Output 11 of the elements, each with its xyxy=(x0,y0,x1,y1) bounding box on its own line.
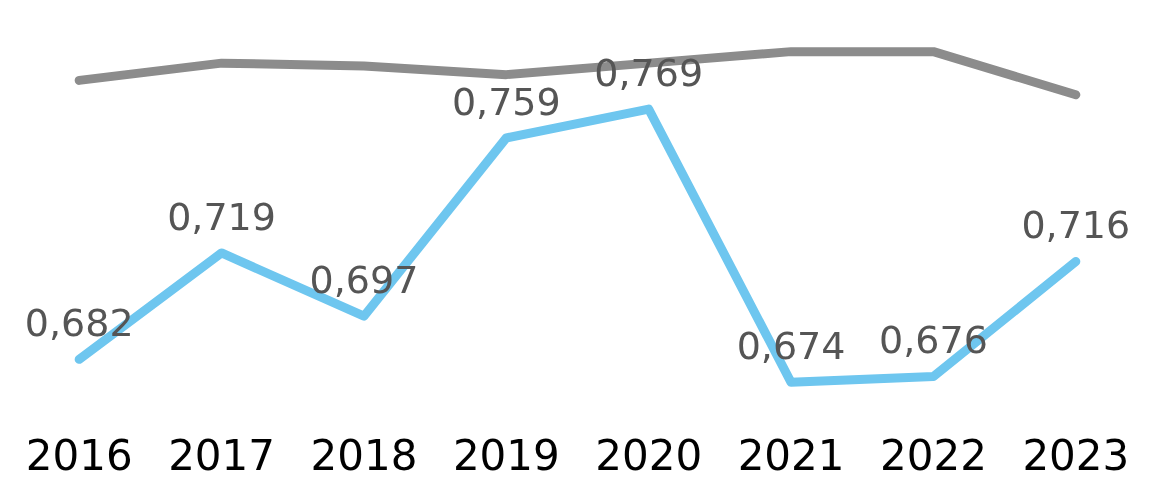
data-label: 0,759 xyxy=(451,79,561,124)
data-label: 0,719 xyxy=(167,194,276,239)
x-tick-label: 2017 xyxy=(168,430,276,480)
x-tick-label: 2016 xyxy=(25,430,133,480)
x-tick-label: 2022 xyxy=(879,430,987,480)
x-tick-label: 2018 xyxy=(310,430,418,480)
x-tick-label: 2023 xyxy=(1022,430,1130,480)
x-tick-label: 2019 xyxy=(452,430,560,480)
data-label: 0,716 xyxy=(1021,203,1131,248)
x-tick-label: 2021 xyxy=(737,430,845,480)
x-tick-label: 2020 xyxy=(595,430,703,480)
